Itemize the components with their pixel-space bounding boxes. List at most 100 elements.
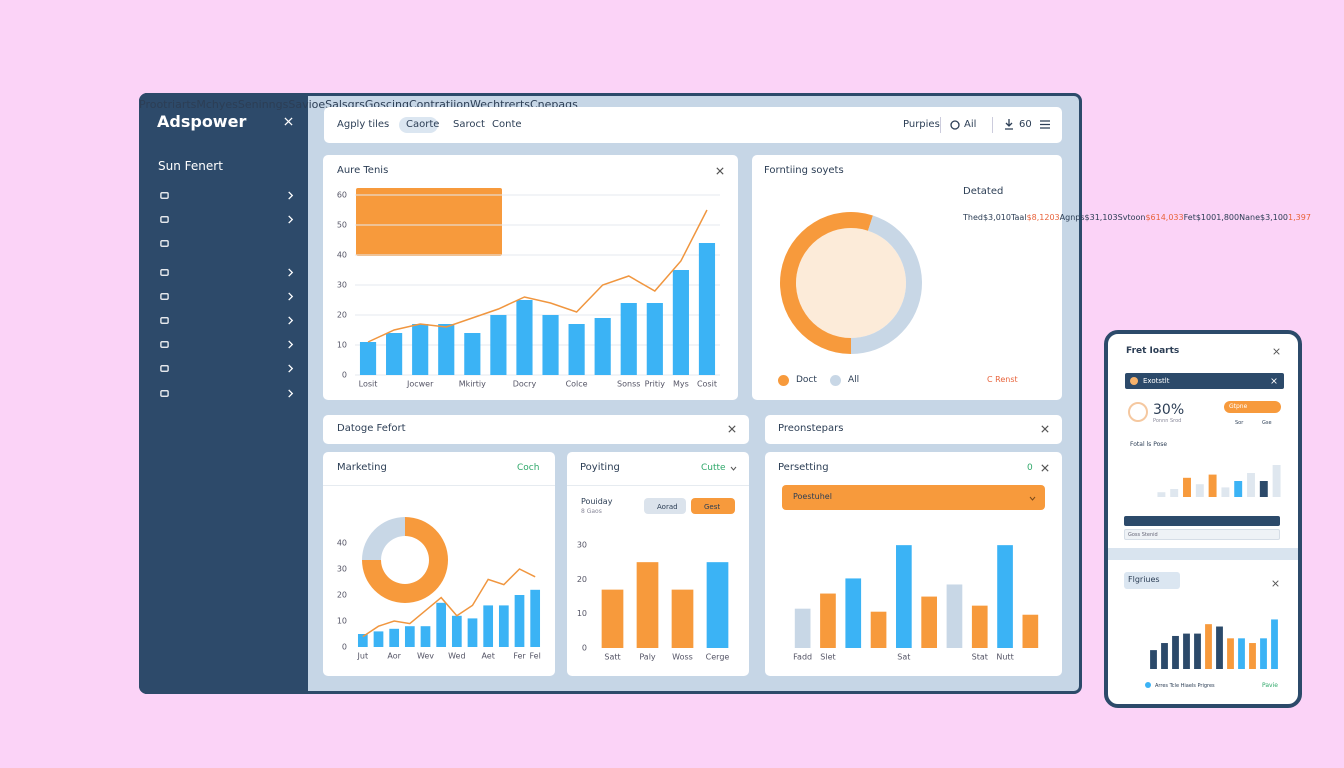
detail-value: $31,103 (1084, 213, 1118, 222)
link[interactable]: Cutte (701, 463, 726, 473)
chevron-icon[interactable] (286, 292, 295, 301)
chip[interactable] (644, 498, 686, 514)
section-header: Preonstepars (765, 415, 1062, 444)
legend-label: Doct (796, 375, 817, 385)
close-icon[interactable] (284, 117, 293, 126)
sidebar: Adspower Sun Fenert Prootriarts Mchyes Sen… (139, 93, 578, 694)
stat-icon (1128, 402, 1148, 422)
chevron-icon[interactable] (286, 364, 295, 373)
menu-icon[interactable] (1040, 120, 1050, 129)
chip-label[interactable]: Aorad (657, 503, 678, 511)
y-tick-label: 30 (577, 541, 587, 550)
chip[interactable] (1124, 572, 1180, 589)
chevron-icon[interactable] (1029, 495, 1036, 502)
close-icon[interactable] (1272, 580, 1279, 587)
bar (389, 628, 400, 647)
bar (1208, 474, 1217, 497)
option[interactable]: Sor (1235, 420, 1244, 426)
toggle-label[interactable]: Gtpne (1229, 403, 1248, 410)
bar (896, 545, 912, 648)
link[interactable]: Pavie (1262, 682, 1278, 689)
chip-label[interactable]: Flgriues (1128, 575, 1160, 584)
link[interactable]: C Renst (987, 375, 1018, 384)
line (362, 568, 536, 638)
bar-chart (1157, 465, 1281, 497)
chevron-icon[interactable] (286, 268, 295, 277)
menu-item[interactable]: Seninngs (237, 98, 289, 111)
bar (971, 605, 988, 648)
y-tick-label: 40 (337, 251, 347, 260)
menu-item[interactable]: Mchyes (196, 98, 238, 111)
bar (1161, 643, 1168, 669)
donut-slice (362, 517, 405, 560)
refresh-icon[interactable] (950, 120, 960, 130)
y-tick-label: 20 (337, 591, 347, 600)
menu-icon (160, 364, 169, 373)
close-icon[interactable] (728, 425, 736, 433)
y-tick-label: 0 (342, 643, 347, 652)
banner-icon (1130, 377, 1138, 385)
bar (357, 634, 368, 647)
chevron-icon[interactable] (286, 316, 295, 325)
details-list: Thed$3,010Taal$8,1203Agnps$31,103Svtoon$… (963, 205, 1311, 365)
bar (794, 608, 811, 648)
chip-label[interactable]: Gest (704, 503, 721, 511)
option[interactable]: Gse (1262, 420, 1272, 426)
chevron-icon[interactable] (730, 465, 737, 472)
detail-value: 1,800 (1216, 213, 1240, 222)
toggle[interactable] (1224, 401, 1281, 413)
toolbar: Agply tiles Caorte Saroct Conte Purpies … (324, 107, 1062, 143)
bar (1216, 626, 1223, 669)
close-icon[interactable] (716, 167, 724, 175)
menu-item[interactable]: Prootriarts (139, 98, 197, 111)
toolbar-item[interactable]: Ail (964, 119, 977, 130)
chevron-icon[interactable] (286, 215, 295, 224)
chip[interactable] (399, 117, 438, 133)
bar (404, 626, 415, 647)
toolbar-item[interactable]: Caorte (406, 119, 440, 130)
bar (464, 333, 481, 375)
detail-value: $614,033 (1145, 213, 1184, 222)
donut-hole (381, 536, 429, 584)
toolbar-item[interactable]: 60 (1019, 119, 1032, 130)
chevron-icon[interactable] (286, 389, 295, 398)
stat-label: Ponnn Srod (1153, 418, 1182, 424)
donut-chart (780, 212, 922, 354)
x-tick-label: Jut (357, 652, 369, 661)
close-icon[interactable] (1041, 464, 1049, 472)
toolbar-item[interactable]: Agply tiles (337, 119, 390, 130)
close-icon[interactable] (1273, 348, 1280, 355)
footer-dot (1145, 682, 1151, 688)
y-tick-label: 10 (577, 609, 587, 618)
close-icon[interactable] (1271, 378, 1277, 384)
section-header: Datoge Fefort (323, 415, 749, 444)
dropdown[interactable] (782, 485, 1045, 510)
x-tick-label: Woss (672, 653, 693, 662)
menu-item[interactable]: Savioe (288, 98, 326, 111)
bar (1227, 638, 1234, 669)
toolbar-item[interactable]: Conte (492, 119, 522, 130)
bar (373, 631, 384, 647)
label: Pouiday (581, 497, 613, 506)
toolbar-item[interactable]: Saroct (453, 119, 485, 130)
link[interactable]: Coch (517, 463, 540, 473)
chip[interactable] (691, 498, 735, 514)
toolbar-item[interactable]: Purpies (903, 119, 940, 130)
chevron-icon[interactable] (286, 340, 295, 349)
panel-title: Persetting (778, 462, 829, 473)
close-icon[interactable] (1041, 425, 1049, 433)
detail-label: Fet (1183, 213, 1196, 222)
chevron-icon[interactable] (286, 191, 295, 200)
banner-label: Exotstlt (1143, 377, 1170, 385)
input-label[interactable]: Goss Stenid (1128, 532, 1158, 538)
menu-icon (160, 292, 169, 301)
download-icon[interactable] (1005, 119, 1013, 130)
bar (1183, 633, 1190, 669)
bar-line-chart: 0 10 20 30 40 50 60 Losit Jocwer Mkirtiy Docry Colc… (337, 188, 720, 389)
x-tick-label: Fadd (793, 653, 812, 662)
divider (323, 485, 555, 486)
bar (1260, 638, 1267, 669)
dropdown-label[interactable]: Poestuhel (793, 492, 832, 501)
bar (1259, 481, 1268, 497)
input[interactable] (1124, 529, 1280, 540)
